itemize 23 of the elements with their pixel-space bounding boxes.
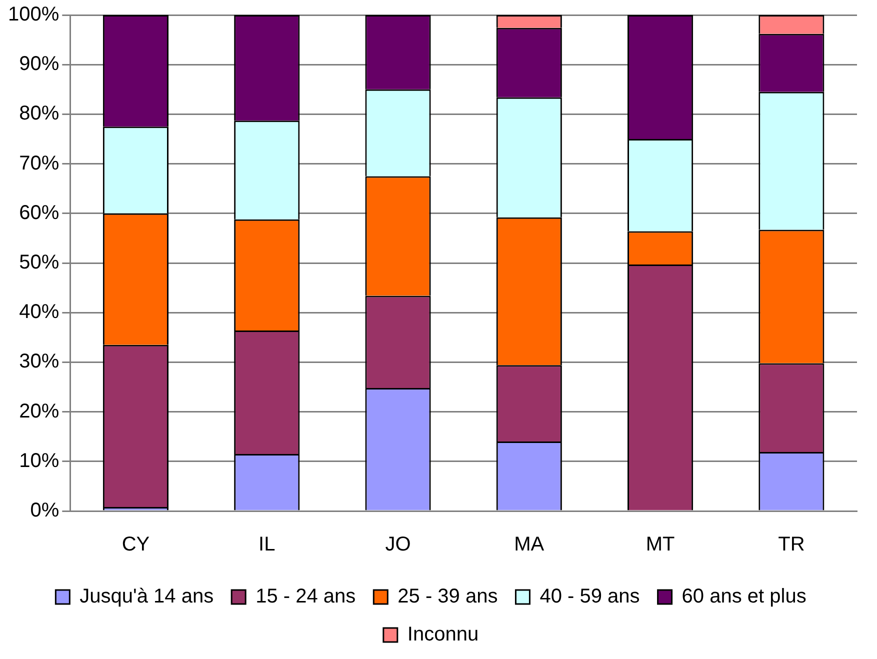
x-tick-label: TR <box>778 534 805 556</box>
y-tick-label: 90% <box>19 53 60 76</box>
legend-label: 60 ans et plus <box>682 586 806 608</box>
y-tick-label: 30% <box>19 350 60 373</box>
x-tick-label: MA <box>514 534 545 556</box>
legend-label: Inconnu <box>407 624 479 646</box>
y-tick-label: 40% <box>19 301 60 324</box>
y-tick-label: 60% <box>19 202 60 224</box>
y-tick-label: 50% <box>19 252 60 274</box>
x-tick-label: MT <box>646 534 675 556</box>
x-tick-label: CY <box>122 534 150 556</box>
y-tick-label: 100% <box>8 4 60 26</box>
y-tick-label: 20% <box>19 400 60 422</box>
legend-label: Jusqu'à 14 ans <box>80 586 214 608</box>
x-tick-label: JO <box>385 534 411 556</box>
y-tick-label: 70% <box>19 152 60 174</box>
y-tick-label: 10% <box>19 450 60 472</box>
y-tick-label: 0% <box>30 500 60 522</box>
legend-label: 25 - 39 ans <box>398 586 498 608</box>
legend-label: 15 - 24 ans <box>256 586 356 608</box>
legend-label: 40 - 59 ans <box>540 586 640 608</box>
x-tick-label: IL <box>258 534 276 556</box>
y-tick-label: 80% <box>19 102 60 125</box>
